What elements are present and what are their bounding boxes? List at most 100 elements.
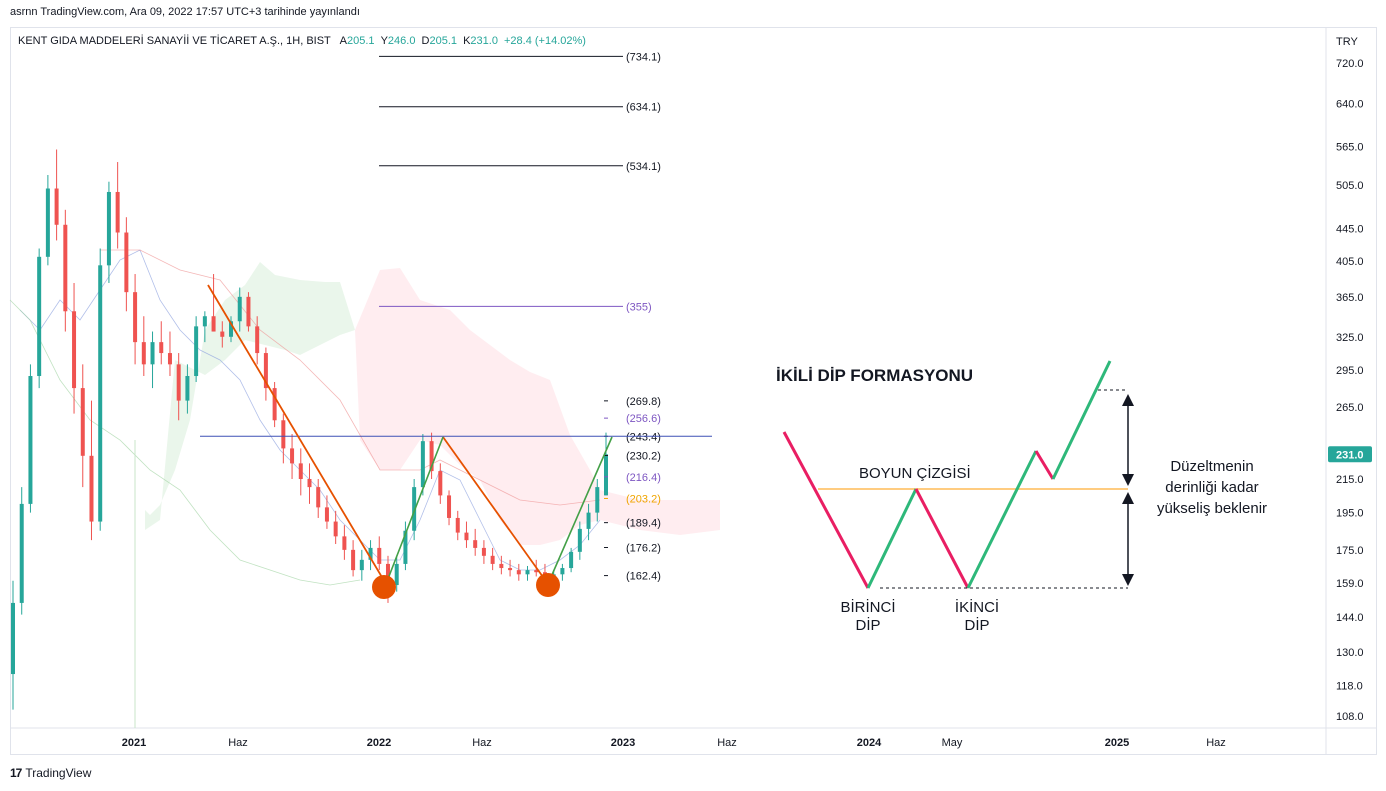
candle-body-38: [342, 536, 347, 550]
price-tick-16: 130.0: [1336, 647, 1364, 659]
ohlc-low-label: D: [421, 35, 430, 47]
candle-body-2: [28, 376, 33, 504]
candle-body-28: [255, 326, 260, 354]
candle-body-40: [359, 559, 364, 571]
rise-arrow-head-up: [1122, 394, 1134, 406]
candle-body-9: [89, 455, 94, 522]
ohlc-change: +28.4 (+14.02%): [504, 35, 586, 47]
candle-body-67: [595, 487, 600, 513]
price-tick-8: 295.0: [1336, 365, 1364, 377]
candle-body-47: [420, 441, 425, 488]
depth-arrow-head-down: [1122, 574, 1134, 586]
chart-frame[interactable]: [10, 27, 1377, 755]
candle-body-36: [324, 507, 329, 522]
price-tick-1: 640.0: [1336, 99, 1364, 111]
expectation-label-2: derinliği kadar: [1165, 479, 1258, 496]
orange-leg-2: [442, 436, 549, 585]
time-tick-6: 2024: [857, 737, 882, 749]
fib-label-2: (534.1): [626, 161, 661, 173]
price-tick-11: 215.0: [1336, 474, 1364, 486]
candle-body-46: [412, 487, 417, 531]
candle-body-34: [307, 479, 312, 488]
candle-body-54: [481, 547, 486, 556]
candle-body-19: [176, 364, 181, 401]
candle-body-21: [194, 326, 199, 377]
candle-body-32: [290, 448, 295, 464]
price-tick-14: 159.0: [1336, 578, 1364, 590]
candle-body-59: [525, 570, 530, 575]
price-tick-9: 265.0: [1336, 402, 1364, 414]
footer-brand[interactable]: 17 TradingView: [10, 766, 91, 780]
candle-body-29: [263, 353, 268, 389]
fib-label-8: (216.4): [626, 472, 661, 484]
fib-label-0: (734.1): [626, 51, 661, 63]
first-bottom-marker: [372, 575, 396, 599]
fib-label-6: (243.4): [626, 431, 661, 443]
tradingview-logo-icon: 17: [10, 766, 22, 780]
candle-body-55: [490, 555, 495, 564]
fib-label-12: (162.4): [626, 571, 661, 583]
candle-body-5: [54, 188, 59, 225]
time-tick-0: 2021: [122, 737, 146, 749]
expectation-label-1: Düzeltmenin: [1170, 458, 1253, 475]
candle-body-14: [133, 292, 138, 343]
candle-body-30: [272, 388, 277, 421]
price-tick-4: 445.0: [1336, 224, 1364, 236]
candle-body-44: [394, 563, 399, 586]
candle-body-31: [281, 420, 286, 449]
orange-leg-1: [207, 284, 387, 585]
price-tick-5: 405.0: [1336, 256, 1364, 268]
price-axis-ticks: 720.0 640.0 565.0 505.0 445.0 405.0 365.0 325.0…: [1328, 58, 1372, 723]
currency-label: TRY: [1336, 36, 1358, 48]
candle-body-10: [98, 265, 103, 522]
time-axis-ticks: 2021 Haz 2022 Haz 2023 Haz 2024 May 2025 Haz: [122, 737, 1226, 749]
candle-body-52: [464, 532, 469, 541]
expectation-label-3: yükseliş beklenir: [1157, 500, 1267, 517]
price-tick-7: 325.0: [1336, 332, 1364, 344]
fib-label-9: (203.2): [626, 493, 661, 505]
fib-label-11: (176.2): [626, 543, 661, 555]
ichimoku-line-red: [100, 249, 601, 506]
last-price-badge: [1328, 446, 1372, 463]
candle-body-13: [124, 232, 129, 293]
candle-body-15: [141, 342, 146, 365]
candle-body-7: [72, 311, 77, 389]
candle-body-8: [80, 388, 85, 456]
depth-arrow-head-up: [1122, 492, 1134, 504]
candle-body-63: [560, 568, 565, 575]
candle-body-25: [229, 321, 234, 337]
time-tick-2: 2022: [367, 737, 391, 749]
schematic-pullback: [1034, 450, 1055, 480]
candle-body-35: [316, 487, 321, 508]
fib-levels-group: (734.1) (634.1) (534.1) (355) (269.8) (256.6)…: [379, 51, 661, 583]
price-tick-6: 365.0: [1336, 292, 1364, 304]
price-tick-15: 144.0: [1336, 612, 1364, 624]
last-price-label: 231.0: [1336, 449, 1364, 461]
candle-body-22: [202, 316, 207, 327]
candle-body-1: [19, 503, 24, 603]
schematic-down-1: [782, 431, 870, 589]
candle-body-3: [37, 256, 42, 377]
candle-body-42: [377, 547, 382, 564]
first-bottom-label-2: DİP: [855, 616, 880, 634]
candle-body-51: [455, 517, 460, 533]
candle-body-60: [534, 570, 539, 573]
fib-label-3: (355): [626, 301, 652, 313]
second-bottom-label-1: İKİNCİ: [955, 598, 999, 616]
second-bottom-label-2: DİP: [964, 616, 989, 634]
time-tick-5: Haz: [717, 737, 737, 749]
time-tick-9: Haz: [1206, 737, 1226, 749]
fib-label-5: (256.6): [626, 413, 661, 425]
candle-body-24: [220, 331, 225, 337]
price-tick-18: 108.0: [1336, 711, 1364, 723]
candle-body-16: [150, 342, 155, 365]
candle-body-45: [403, 530, 408, 564]
publisher-line: asrnn TradingView.com, Ara 09, 2022 17:5…: [10, 6, 360, 18]
second-bottom-marker: [536, 573, 560, 597]
ohlc-open: 205.1: [346, 35, 375, 47]
fib-label-10: (189.4): [626, 518, 661, 530]
candle-body-53: [473, 540, 478, 548]
schematic-up-3: [1051, 360, 1112, 480]
symbol-name: KENT GIDA MADDELERİ SANAYİİ VE TİCARET A…: [18, 35, 331, 47]
